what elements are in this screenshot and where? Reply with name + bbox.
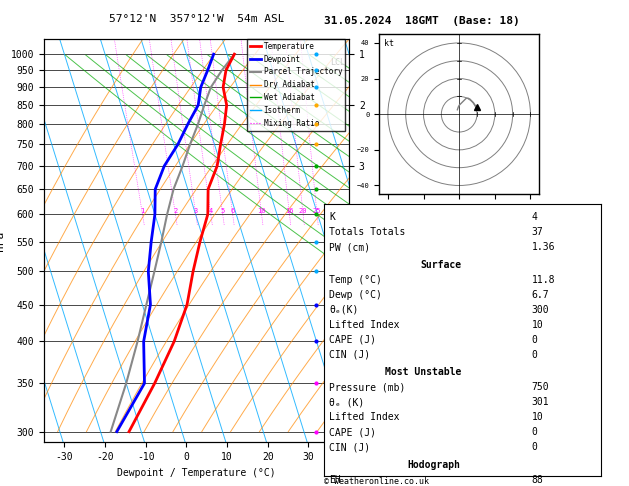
Text: kt: kt xyxy=(384,39,394,49)
Text: 2: 2 xyxy=(174,208,177,214)
Text: 31.05.2024  18GMT  (Base: 18): 31.05.2024 18GMT (Base: 18) xyxy=(324,17,520,26)
Text: PW (cm): PW (cm) xyxy=(330,242,370,252)
Text: 0: 0 xyxy=(532,427,537,437)
Text: Pressure (mb): Pressure (mb) xyxy=(330,382,406,392)
Text: 37: 37 xyxy=(532,227,543,237)
Y-axis label: km
ASL: km ASL xyxy=(384,241,401,262)
Text: Dewp (°C): Dewp (°C) xyxy=(330,290,382,300)
Text: 300: 300 xyxy=(532,305,549,315)
Text: LCL: LCL xyxy=(330,58,345,67)
Text: 88: 88 xyxy=(532,475,543,485)
Text: θₑ(K): θₑ(K) xyxy=(330,305,359,315)
Text: Lifted Index: Lifted Index xyxy=(330,412,400,422)
Text: EH: EH xyxy=(330,475,341,485)
Text: Lifted Index: Lifted Index xyxy=(330,320,400,330)
Text: Hodograph: Hodograph xyxy=(407,460,460,470)
Text: Surface: Surface xyxy=(421,260,462,270)
Text: 6.7: 6.7 xyxy=(532,290,549,300)
Text: CIN (J): CIN (J) xyxy=(330,350,370,360)
Text: 3: 3 xyxy=(194,208,198,214)
Text: 1: 1 xyxy=(140,208,145,214)
Text: 25: 25 xyxy=(313,208,321,214)
Text: 20: 20 xyxy=(299,208,308,214)
Text: Totals Totals: Totals Totals xyxy=(330,227,406,237)
Text: 4: 4 xyxy=(532,212,537,222)
Legend: Temperature, Dewpoint, Parcel Trajectory, Dry Adiabat, Wet Adiabat, Isotherm, Mi: Temperature, Dewpoint, Parcel Trajectory… xyxy=(247,39,345,131)
Text: CAPE (J): CAPE (J) xyxy=(330,335,377,345)
Text: CIN (J): CIN (J) xyxy=(330,442,370,452)
Text: 10: 10 xyxy=(532,412,543,422)
Text: θₑ (K): θₑ (K) xyxy=(330,398,365,407)
Text: K: K xyxy=(330,212,335,222)
Text: CAPE (J): CAPE (J) xyxy=(330,427,377,437)
Text: 0: 0 xyxy=(532,335,537,345)
Title: 57°12'N  357°12'W  54m ASL: 57°12'N 357°12'W 54m ASL xyxy=(109,15,284,24)
Text: Temp (°C): Temp (°C) xyxy=(330,275,382,285)
Text: © weatheronline.co.uk: © weatheronline.co.uk xyxy=(324,477,429,486)
Text: 11.8: 11.8 xyxy=(532,275,555,285)
Text: 4: 4 xyxy=(209,208,213,214)
Text: 6: 6 xyxy=(231,208,235,214)
Text: 1.36: 1.36 xyxy=(532,242,555,252)
Text: 10: 10 xyxy=(257,208,266,214)
Text: 16: 16 xyxy=(285,208,294,214)
X-axis label: Dewpoint / Temperature (°C): Dewpoint / Temperature (°C) xyxy=(117,468,276,478)
Text: 750: 750 xyxy=(532,382,549,392)
Text: 5: 5 xyxy=(221,208,225,214)
Text: 0: 0 xyxy=(532,442,537,452)
Text: Most Unstable: Most Unstable xyxy=(385,367,461,378)
Y-axis label: hPa: hPa xyxy=(0,230,5,251)
Text: 10: 10 xyxy=(532,320,543,330)
Text: 0: 0 xyxy=(532,350,537,360)
Text: 301: 301 xyxy=(532,398,549,407)
